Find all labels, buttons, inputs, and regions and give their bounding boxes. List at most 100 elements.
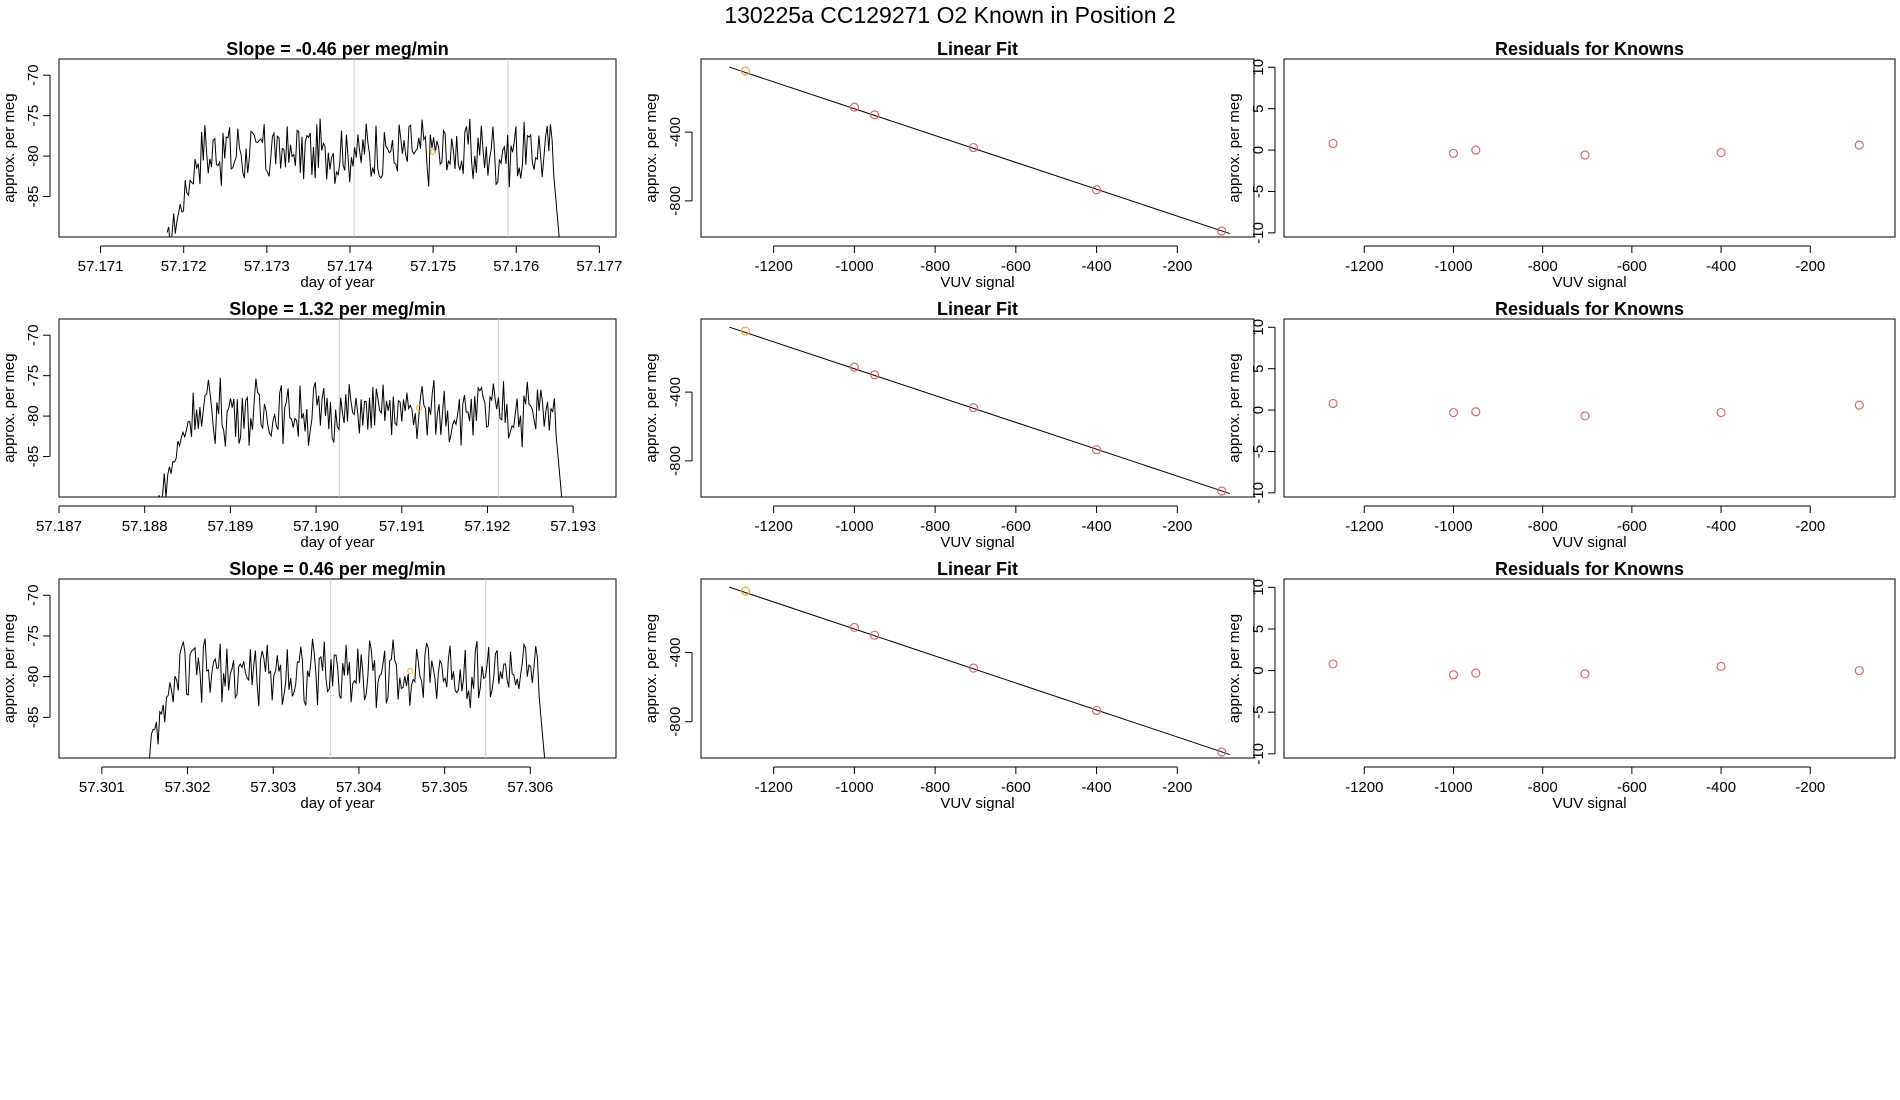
- y-tick-label: -80: [25, 666, 42, 688]
- x-tick-label: -600: [1617, 258, 1647, 275]
- y-tick-label: -80: [25, 405, 42, 427]
- y-axis-label: approx. per meg: [643, 93, 660, 202]
- data-point: [849, 102, 859, 112]
- panel-row1-residuals: Residuals for Knowns -1200 -1000 -800 -600 -4…: [1226, 39, 1896, 291]
- data-point: [968, 663, 979, 673]
- x-tick-label: -600: [1001, 779, 1031, 796]
- panel-row3-timeseries: Slope = 0.46 per meg/min 57.301 57.302 57.3…: [1, 559, 617, 812]
- data-point: [1217, 486, 1227, 496]
- x-tick-label: 57.191: [379, 518, 425, 535]
- y-tick-label: -800: [667, 707, 684, 737]
- data-point: [1854, 665, 1864, 676]
- x-tick-label: 57.193: [550, 518, 596, 535]
- y-tick-label: -800: [667, 446, 684, 476]
- y-tick-label: 0: [1250, 666, 1267, 674]
- x-tick-label: -600: [1617, 518, 1647, 535]
- x-tick-label: -400: [1082, 518, 1112, 535]
- x-tick-label: 57.302: [165, 779, 211, 796]
- data-point: [1091, 705, 1102, 716]
- highlight-point: [415, 405, 422, 411]
- x-tick-label: -200: [1795, 258, 1825, 275]
- data-point: [1716, 147, 1726, 158]
- chart-title: Slope = 1.32 per meg/min: [229, 299, 446, 319]
- x-tick-label: -400: [1706, 779, 1736, 796]
- x-tick-label: 57.177: [576, 258, 622, 275]
- plot-frame: [1283, 318, 1896, 498]
- x-axis-label: VUV signal: [1552, 795, 1626, 812]
- x-tick-label: -800: [920, 258, 950, 275]
- x-tick-label: -1200: [1345, 779, 1383, 796]
- x-tick-label: -1200: [754, 779, 792, 796]
- plot-frame: [1283, 58, 1896, 238]
- chart-title: Linear Fit: [937, 299, 1018, 319]
- x-tick-label: -1000: [1434, 258, 1472, 275]
- series-line: [166, 118, 560, 237]
- y-tick-label: -400: [667, 637, 684, 667]
- x-tick-label: -200: [1162, 779, 1192, 796]
- data-point: [1471, 407, 1481, 417]
- fit-line: [729, 326, 1230, 495]
- y-tick-label: 5: [1250, 625, 1267, 633]
- data-point: [1854, 400, 1864, 410]
- chart-title: Linear Fit: [937, 559, 1018, 579]
- data-point: [1091, 185, 1102, 195]
- y-tick-label: -400: [667, 117, 684, 147]
- data-point: [740, 586, 751, 596]
- x-tick-label: 57.176: [493, 258, 539, 275]
- data-point: [968, 142, 979, 153]
- chart-title: Residuals for Knowns: [1495, 559, 1684, 579]
- x-tick-label: 57.172: [161, 258, 207, 275]
- highlight-point: [407, 667, 414, 674]
- plot-frame: [58, 58, 617, 238]
- data-point: [1854, 140, 1864, 150]
- data-point: [1580, 669, 1590, 679]
- y-axis-label: approx. per meg: [1, 93, 18, 202]
- y-tick-label: 5: [1250, 365, 1267, 373]
- y-tick-label: 0: [1250, 146, 1267, 154]
- x-tick-label: 57.174: [327, 258, 373, 275]
- x-tick-label: -600: [1001, 258, 1031, 275]
- y-tick-label: 10: [1250, 59, 1267, 76]
- data-point: [1217, 747, 1227, 757]
- y-tick-label: 10: [1250, 319, 1267, 336]
- y-tick-label: 0: [1250, 406, 1267, 414]
- x-tick-label: -800: [920, 779, 950, 796]
- data-point: [1471, 668, 1481, 678]
- data-point: [1580, 150, 1590, 160]
- data-point: [740, 326, 751, 336]
- x-tick-label: -600: [1001, 518, 1031, 535]
- panel-row2-timeseries: Slope = 1.32 per meg/min 57.187 57.188 57.1…: [1, 299, 617, 551]
- panel-row2-residuals: Residuals for Knowns -1200 -1000 -800 -600 -4…: [1226, 299, 1896, 551]
- x-tick-label: -1000: [835, 258, 873, 275]
- y-tick-label: -75: [25, 365, 42, 387]
- panel-row1-timeseries: Slope = -0.46 per meg/min 57.171 57.172 57.…: [1, 39, 622, 291]
- data-point: [1091, 445, 1102, 455]
- x-tick-label: 57.187: [36, 518, 82, 535]
- data-point: [740, 66, 751, 76]
- y-axis-label: approx. per meg: [1226, 93, 1243, 202]
- x-axis-label: VUV signal: [940, 795, 1014, 812]
- y-tick-label: -5: [1250, 706, 1267, 719]
- x-tick-label: -400: [1082, 779, 1112, 796]
- y-axis-label: approx. per meg: [1, 353, 18, 462]
- data-point: [869, 630, 880, 640]
- figure-title: 130225a CC129271 O2 Known in Position 2: [724, 2, 1176, 28]
- y-tick-label: -70: [25, 584, 42, 606]
- x-tick-label: -200: [1795, 518, 1825, 535]
- panel-row3-residuals: Residuals for Knowns -1200 -1000 -800 -600 -4…: [1226, 559, 1896, 812]
- x-tick-label: -800: [1528, 518, 1558, 535]
- chart-title: Residuals for Knowns: [1495, 39, 1684, 59]
- y-axis-label: approx. per meg: [643, 614, 660, 723]
- data-point: [1716, 661, 1726, 672]
- y-axis-label: approx. per meg: [1226, 614, 1243, 723]
- plot-frame: [700, 318, 1255, 498]
- data-point: [1716, 407, 1726, 418]
- y-tick-label: -70: [25, 64, 42, 86]
- x-tick-label: 57.306: [507, 779, 553, 796]
- y-tick-label: -80: [25, 145, 42, 167]
- x-tick-label: -400: [1706, 518, 1736, 535]
- x-tick-label: 57.190: [293, 518, 339, 535]
- x-tick-label: -800: [920, 518, 950, 535]
- x-tick-label: -200: [1162, 258, 1192, 275]
- data-point: [849, 622, 859, 633]
